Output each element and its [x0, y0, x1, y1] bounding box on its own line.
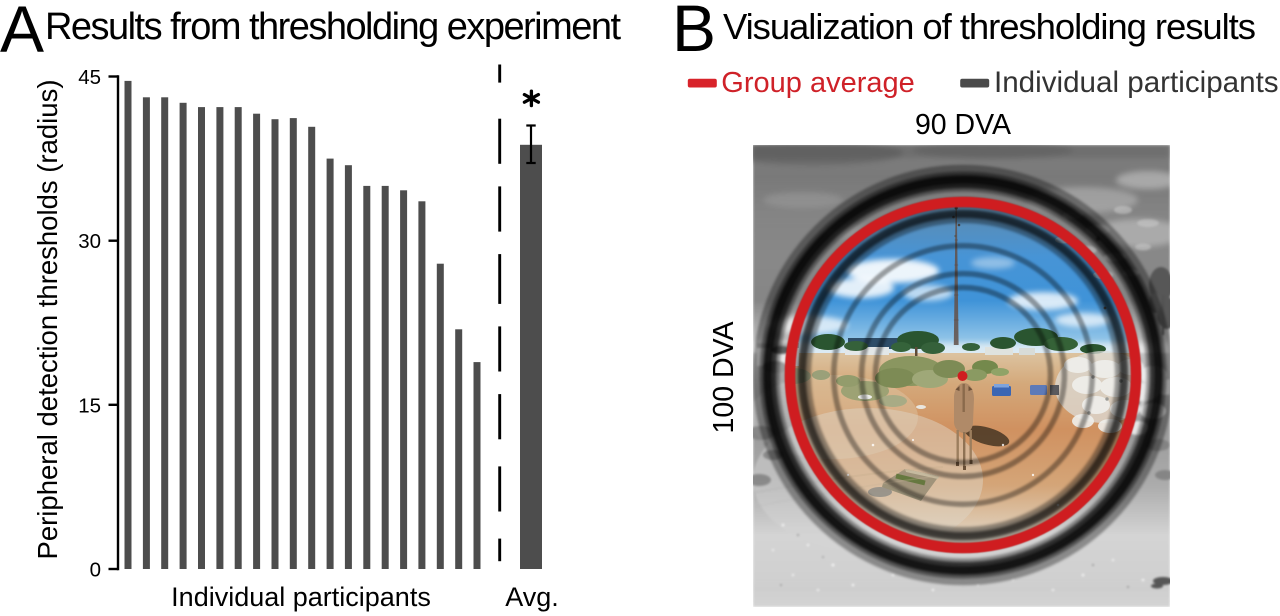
svg-text:B: B [672, 0, 716, 65]
svg-text:90 DVA: 90 DVA [915, 109, 1011, 141]
svg-text:45: 45 [78, 66, 101, 89]
svg-text:Individual participants: Individual participants [171, 582, 431, 612]
svg-text:30: 30 [78, 230, 101, 253]
svg-text:A: A [0, 0, 44, 66]
svg-text:0: 0 [90, 559, 101, 582]
svg-text:15: 15 [78, 394, 101, 417]
svg-text:Visualization of thresholding: Visualization of thresholding results [723, 6, 1256, 47]
svg-text:Group average: Group average [721, 67, 914, 99]
svg-text:100 DVA: 100 DVA [708, 322, 740, 434]
svg-text:Individual participants: Individual participants [994, 66, 1279, 99]
svg-text:Peripheral detection threshold: Peripheral detection thresholds (radius) [32, 80, 63, 560]
svg-text:Results from thresholding expe: Results from thresholding experiment [45, 6, 621, 48]
svg-text:Avg.: Avg. [505, 582, 559, 612]
